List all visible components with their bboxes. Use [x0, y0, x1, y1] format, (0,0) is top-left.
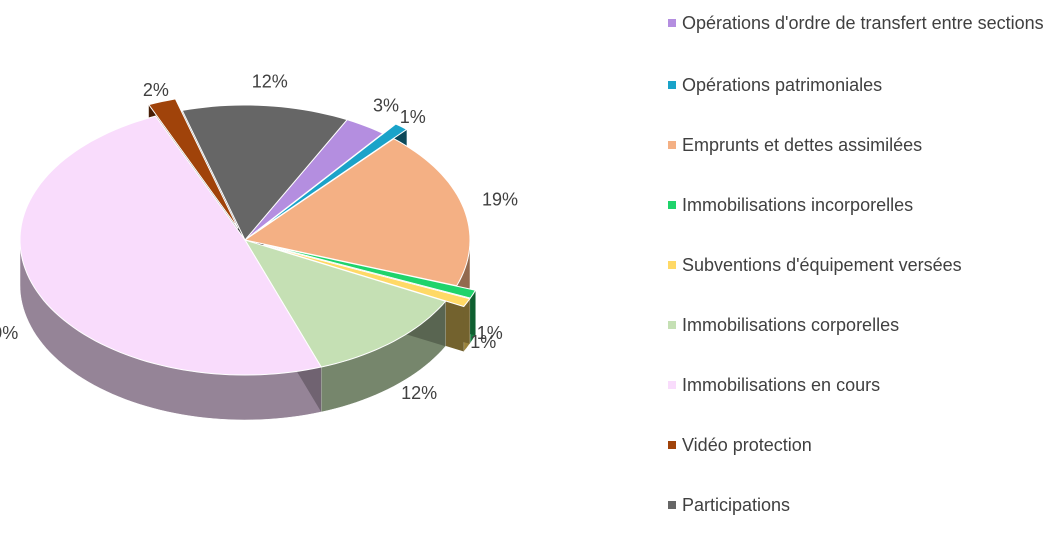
legend-swatch [668, 441, 676, 449]
legend-label: Vidéo protection [682, 435, 812, 455]
legend-item: Subventions d'équipement versées [664, 252, 1044, 312]
legend-label: Immobilisations en cours [682, 375, 881, 395]
slice [243, 239, 447, 368]
legend-swatch [668, 501, 676, 509]
data-label: 2% [143, 80, 169, 100]
data-label: 49% [0, 323, 18, 343]
legend-swatch [668, 201, 676, 209]
legend-swatch [668, 141, 676, 149]
legend: Opérations d'ordre de transfert entre se… [664, 10, 1044, 552]
legend-item: Opérations d'ordre de transfert entre se… [664, 10, 1044, 72]
data-label: 12% [401, 383, 437, 403]
legend-label: Immobilisations incorporelles [682, 195, 914, 215]
legend-label: Participations [682, 495, 791, 515]
legend-swatch [668, 261, 676, 269]
legend-label: Immobilisations corporelles [682, 315, 900, 335]
slice [19, 115, 322, 376]
legend-item: Opérations patrimoniales [664, 72, 1044, 132]
legend-label: Opérations patrimoniales [682, 75, 883, 95]
legend-item: Vidéo protection [664, 432, 1044, 492]
chart: 3%1%19%1%1%12%49%2%12% [0, 72, 518, 421]
slice [244, 119, 384, 241]
data-label: 3% [373, 95, 399, 115]
slice [243, 138, 471, 287]
legend-swatch [668, 381, 676, 389]
data-label: 1% [470, 332, 496, 352]
legend-item: Participations [664, 492, 1044, 552]
legend-label: Subventions d'équipement versées [682, 255, 962, 275]
data-label: 1% [400, 107, 426, 127]
legend-label: Emprunts et dettes assimilées [682, 135, 923, 155]
legend-swatch [668, 321, 676, 329]
data-label: 12% [252, 72, 288, 92]
legend-swatch [668, 19, 676, 27]
legend-label: Opérations d'ordre de transfert entre se… [682, 13, 1044, 33]
data-label: 19% [482, 189, 518, 209]
page: 3%1%19%1%1%12%49%2%12% Opérations d'ordr… [0, 13, 1044, 515]
slice [181, 104, 348, 241]
data-label: 1% [477, 323, 503, 343]
slice [263, 243, 477, 299]
legend-item: Immobilisations incorporelles [664, 192, 1044, 252]
legend-swatch [668, 81, 676, 89]
pie-tops [19, 98, 477, 376]
slice [147, 98, 239, 229]
legend-item: Immobilisations corporelles [664, 312, 1044, 372]
legend-item: Immobilisations en cours [664, 372, 1044, 432]
legend-item: Emprunts et dettes assimilées [664, 132, 1044, 192]
